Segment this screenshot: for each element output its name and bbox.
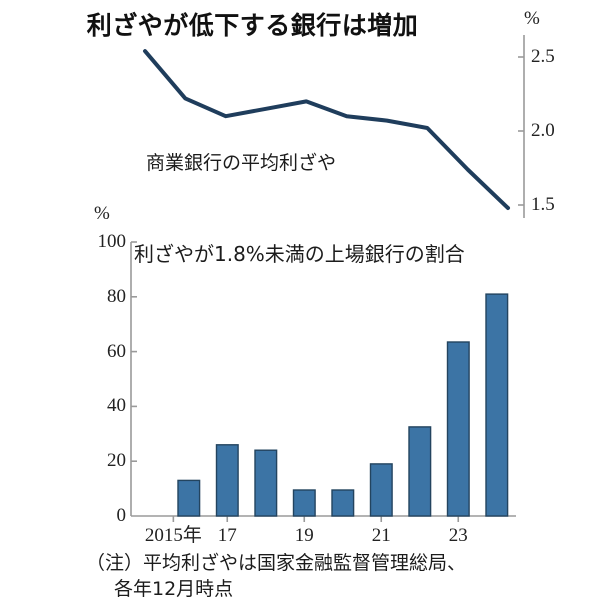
page-title: 利ざやが低下する銀行は増加 bbox=[86, 11, 419, 40]
bar-chart-panel bbox=[0, 228, 600, 538]
bar-chart-y-tick-label: 40 bbox=[107, 395, 126, 417]
footnote-line-1: （注）平均利ざやは国家金融監督管理総局、 bbox=[86, 552, 467, 574]
line-chart-panel: % 2.5 2.0 1.5 商業銀行の平均利ざや bbox=[0, 0, 600, 228]
line-chart-y-tick-label: 2.5 bbox=[531, 46, 555, 67]
bar-chart-y-tick-label: 100 bbox=[97, 231, 127, 252]
line-chart-y-ticks bbox=[518, 56, 524, 206]
bar-chart-x-tick-label: 19 bbox=[294, 525, 314, 546]
line-chart-svg bbox=[143, 35, 525, 218]
bar bbox=[177, 479, 201, 517]
bar-chart-svg bbox=[130, 241, 516, 522]
bar-chart-x-tick-label: 23 bbox=[448, 525, 468, 546]
bar-chart-y-tick-label: 80 bbox=[107, 285, 126, 307]
bar bbox=[369, 463, 393, 517]
bar-chart-y-tick-label: 20 bbox=[107, 450, 126, 472]
bar bbox=[292, 489, 316, 517]
bar-chart-y-tick-label: 60 bbox=[107, 340, 126, 362]
bar-chart-x-tick-label: 21 bbox=[371, 525, 391, 546]
line-chart-unit-label: % bbox=[524, 8, 540, 29]
bar-chart-bars bbox=[177, 293, 509, 517]
bar bbox=[408, 426, 432, 517]
line-chart-y-tick-label: 2.0 bbox=[531, 120, 555, 141]
bar bbox=[485, 293, 509, 517]
bar bbox=[254, 449, 278, 517]
average-margin-line bbox=[143, 49, 510, 210]
bar-chart-y-tick-label: 0 bbox=[116, 505, 127, 526]
line-chart-y-tick-label: 1.5 bbox=[531, 194, 555, 215]
footnote-line-2: 各年12月時点 bbox=[114, 577, 234, 600]
bar-chart-unit-label: % bbox=[94, 203, 110, 224]
bar bbox=[215, 444, 239, 517]
bar-chart-x-tick-label: 17 bbox=[217, 525, 237, 546]
bar bbox=[446, 341, 470, 517]
line-series-label: 商業銀行の平均利ざや bbox=[146, 152, 337, 174]
bar-series-label: 利ざやが1.8%未満の上場銀行の割合 bbox=[134, 242, 465, 266]
footnote: （注）平均利ざやは国家金融監督管理総局、 各年12月時点 bbox=[86, 551, 556, 602]
bar bbox=[331, 489, 355, 517]
bar-chart-y-ticks bbox=[131, 241, 137, 462]
bar-chart-x-tick-label: 2015年 bbox=[144, 525, 202, 546]
bar-chart-x-ticks bbox=[172, 516, 460, 522]
